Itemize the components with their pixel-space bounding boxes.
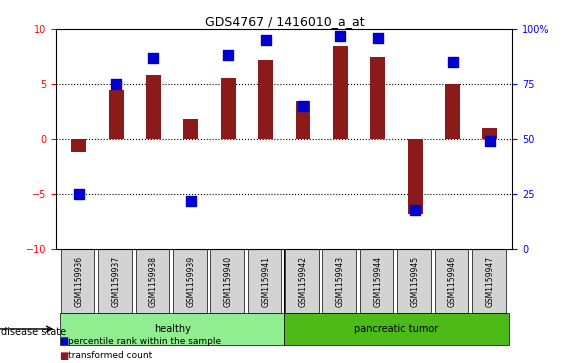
Text: GSM1159942: GSM1159942 bbox=[298, 256, 307, 307]
Text: healthy: healthy bbox=[154, 324, 191, 334]
FancyBboxPatch shape bbox=[136, 249, 169, 313]
FancyBboxPatch shape bbox=[248, 249, 282, 313]
Point bbox=[485, 139, 494, 144]
Text: GSM1159947: GSM1159947 bbox=[485, 256, 494, 307]
Bar bbox=[258, 60, 273, 139]
Text: GSM1159941: GSM1159941 bbox=[261, 256, 270, 307]
Point bbox=[373, 35, 382, 41]
FancyBboxPatch shape bbox=[211, 249, 244, 313]
Bar bbox=[445, 84, 460, 139]
Point bbox=[410, 207, 419, 213]
Point bbox=[448, 59, 457, 65]
FancyBboxPatch shape bbox=[61, 249, 95, 313]
FancyBboxPatch shape bbox=[323, 249, 356, 313]
Text: GSM1159937: GSM1159937 bbox=[111, 256, 120, 307]
Text: GSM1159946: GSM1159946 bbox=[448, 256, 457, 307]
FancyBboxPatch shape bbox=[98, 249, 132, 313]
FancyBboxPatch shape bbox=[285, 249, 319, 313]
Point bbox=[298, 103, 307, 109]
Bar bbox=[109, 90, 124, 139]
Bar bbox=[72, 139, 86, 152]
Point bbox=[224, 53, 233, 58]
Point bbox=[111, 81, 120, 87]
Bar bbox=[296, 101, 310, 139]
FancyBboxPatch shape bbox=[360, 249, 394, 313]
Point bbox=[186, 198, 195, 204]
Bar bbox=[482, 128, 497, 139]
Text: GSM1159944: GSM1159944 bbox=[373, 256, 382, 307]
Point bbox=[336, 33, 345, 38]
Text: GSM1159943: GSM1159943 bbox=[336, 256, 345, 307]
Point bbox=[149, 55, 158, 61]
Bar bbox=[370, 57, 385, 139]
Text: transformed count: transformed count bbox=[68, 351, 152, 360]
Text: GSM1159936: GSM1159936 bbox=[74, 256, 83, 307]
Bar bbox=[184, 119, 198, 139]
Text: GSM1159940: GSM1159940 bbox=[224, 256, 233, 307]
Text: disease state: disease state bbox=[1, 327, 66, 337]
Text: percentile rank within the sample: percentile rank within the sample bbox=[68, 337, 221, 346]
Text: ■: ■ bbox=[59, 351, 68, 361]
Bar bbox=[146, 75, 161, 139]
Point bbox=[261, 37, 270, 43]
FancyBboxPatch shape bbox=[173, 249, 207, 313]
Bar bbox=[221, 78, 236, 139]
Point bbox=[74, 191, 83, 197]
Title: GDS4767 / 1416010_a_at: GDS4767 / 1416010_a_at bbox=[204, 15, 364, 28]
FancyBboxPatch shape bbox=[284, 313, 508, 345]
Text: GSM1159945: GSM1159945 bbox=[410, 256, 419, 307]
Text: ■: ■ bbox=[59, 336, 68, 346]
FancyBboxPatch shape bbox=[60, 313, 284, 345]
Text: GSM1159938: GSM1159938 bbox=[149, 256, 158, 307]
Text: pancreatic tumor: pancreatic tumor bbox=[354, 324, 439, 334]
FancyBboxPatch shape bbox=[435, 249, 468, 313]
Text: GSM1159939: GSM1159939 bbox=[186, 256, 195, 307]
Bar bbox=[408, 139, 423, 214]
Bar bbox=[333, 46, 348, 139]
FancyBboxPatch shape bbox=[472, 249, 506, 313]
FancyBboxPatch shape bbox=[397, 249, 431, 313]
